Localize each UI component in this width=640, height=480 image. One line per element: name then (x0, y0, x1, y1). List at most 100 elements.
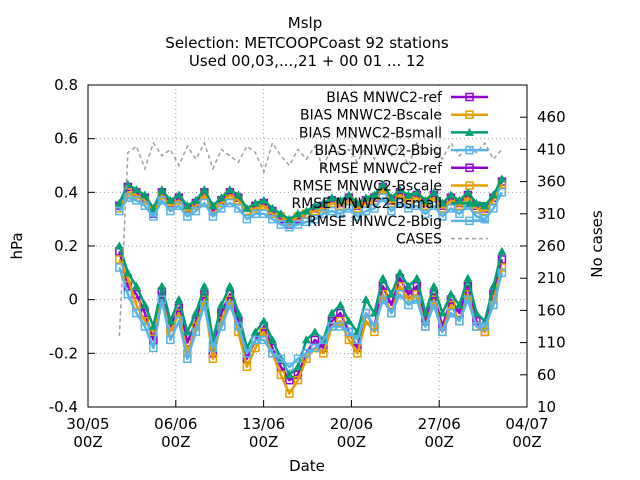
data-point (123, 193, 133, 202)
data-point (480, 327, 490, 337)
data-point (420, 308, 430, 317)
data-point (404, 300, 413, 310)
data-point (149, 212, 158, 221)
data-point (166, 335, 175, 345)
data-point (480, 201, 490, 210)
data-point (361, 206, 371, 216)
plot-border (87, 84, 528, 408)
x-tick-label: 13/06 (242, 415, 285, 433)
y2-tick-label: 160 (537, 301, 566, 319)
legend-marker (465, 110, 474, 119)
data-point (336, 316, 345, 326)
legend-label: BIAS MNWC2-Bsmall (299, 125, 442, 141)
data-point (242, 349, 252, 358)
data-point (267, 335, 277, 344)
legend-label: BIAS MNWC2-Bscale (300, 108, 442, 124)
data-point (268, 349, 277, 358)
data-point (267, 203, 277, 212)
data-point (191, 327, 201, 337)
data-point (174, 316, 184, 326)
data-point (259, 335, 269, 345)
data-point (216, 300, 226, 309)
y2-tick-label: 210 (537, 269, 566, 287)
series-line (118, 245, 504, 377)
data-point (327, 308, 337, 317)
data-point (115, 263, 124, 272)
y2-tick-label: 10 (537, 398, 556, 416)
data-point (199, 185, 209, 194)
data-point (446, 289, 456, 298)
data-point (455, 316, 464, 326)
data-point (395, 198, 405, 208)
x-tick-label: 00Z (73, 433, 102, 451)
data-point (259, 327, 269, 337)
legend-marker (465, 198, 474, 207)
data-point (378, 179, 388, 188)
data-point (386, 289, 396, 298)
x-axis-label: Date (289, 457, 325, 475)
data-point (216, 193, 226, 202)
y-tick-label: 0 (68, 291, 78, 309)
data-point (403, 190, 413, 199)
data-point (327, 322, 337, 331)
data-point (285, 222, 294, 232)
series-9 (118, 141, 503, 337)
data-point (378, 295, 388, 304)
x-tick-label: 00Z (161, 433, 190, 451)
data-point (319, 335, 328, 345)
data-point (250, 198, 260, 207)
data-point (412, 201, 422, 210)
legend-marker (465, 181, 474, 190)
data-point (395, 290, 405, 299)
legend-marker (465, 145, 474, 155)
x-tick-label: 20/06 (330, 415, 373, 433)
data-point (199, 281, 209, 290)
data-point (420, 195, 430, 204)
legend-marker (465, 163, 474, 173)
data-point (352, 198, 362, 207)
data-point (412, 187, 422, 196)
y2-tick-label: 260 (537, 237, 566, 255)
data-point (387, 206, 396, 216)
y2-tick-label: 410 (537, 140, 566, 158)
data-point (480, 322, 490, 331)
data-point (327, 206, 337, 216)
data-point (429, 201, 439, 210)
data-point (293, 362, 303, 371)
data-point (140, 300, 150, 309)
data-point (344, 327, 354, 337)
data-point (361, 308, 371, 318)
y-tick-label: 0.2 (54, 237, 78, 255)
data-point (293, 220, 303, 229)
data-point (217, 322, 226, 331)
data-point (157, 185, 167, 194)
data-point (191, 206, 201, 216)
data-point (132, 308, 141, 318)
data-point (208, 354, 218, 363)
legend-label: BIAS MNWC2-ref (326, 90, 443, 106)
data-point (250, 327, 260, 336)
data-point (148, 322, 158, 330)
y2-axis-label: No cases (588, 210, 606, 278)
data-point (438, 212, 447, 221)
plot-area (114, 141, 507, 398)
data-point (336, 209, 345, 219)
data-point (344, 316, 354, 325)
data-point (395, 185, 405, 194)
data-point (182, 327, 192, 336)
data-point (446, 308, 456, 318)
y-tick-label: -0.4 (49, 398, 78, 416)
data-point (131, 185, 141, 194)
data-point (412, 295, 422, 304)
data-point (140, 322, 150, 331)
data-point (234, 204, 243, 213)
data-point (395, 282, 405, 291)
data-point (454, 300, 464, 309)
data-point (472, 322, 481, 331)
data-point (310, 343, 320, 353)
data-point (276, 370, 286, 380)
chart-subtitle-2: Used 00,03,...,21 + 00 01 ... 12 (189, 52, 425, 70)
data-point (284, 214, 294, 223)
series-line (118, 141, 503, 337)
